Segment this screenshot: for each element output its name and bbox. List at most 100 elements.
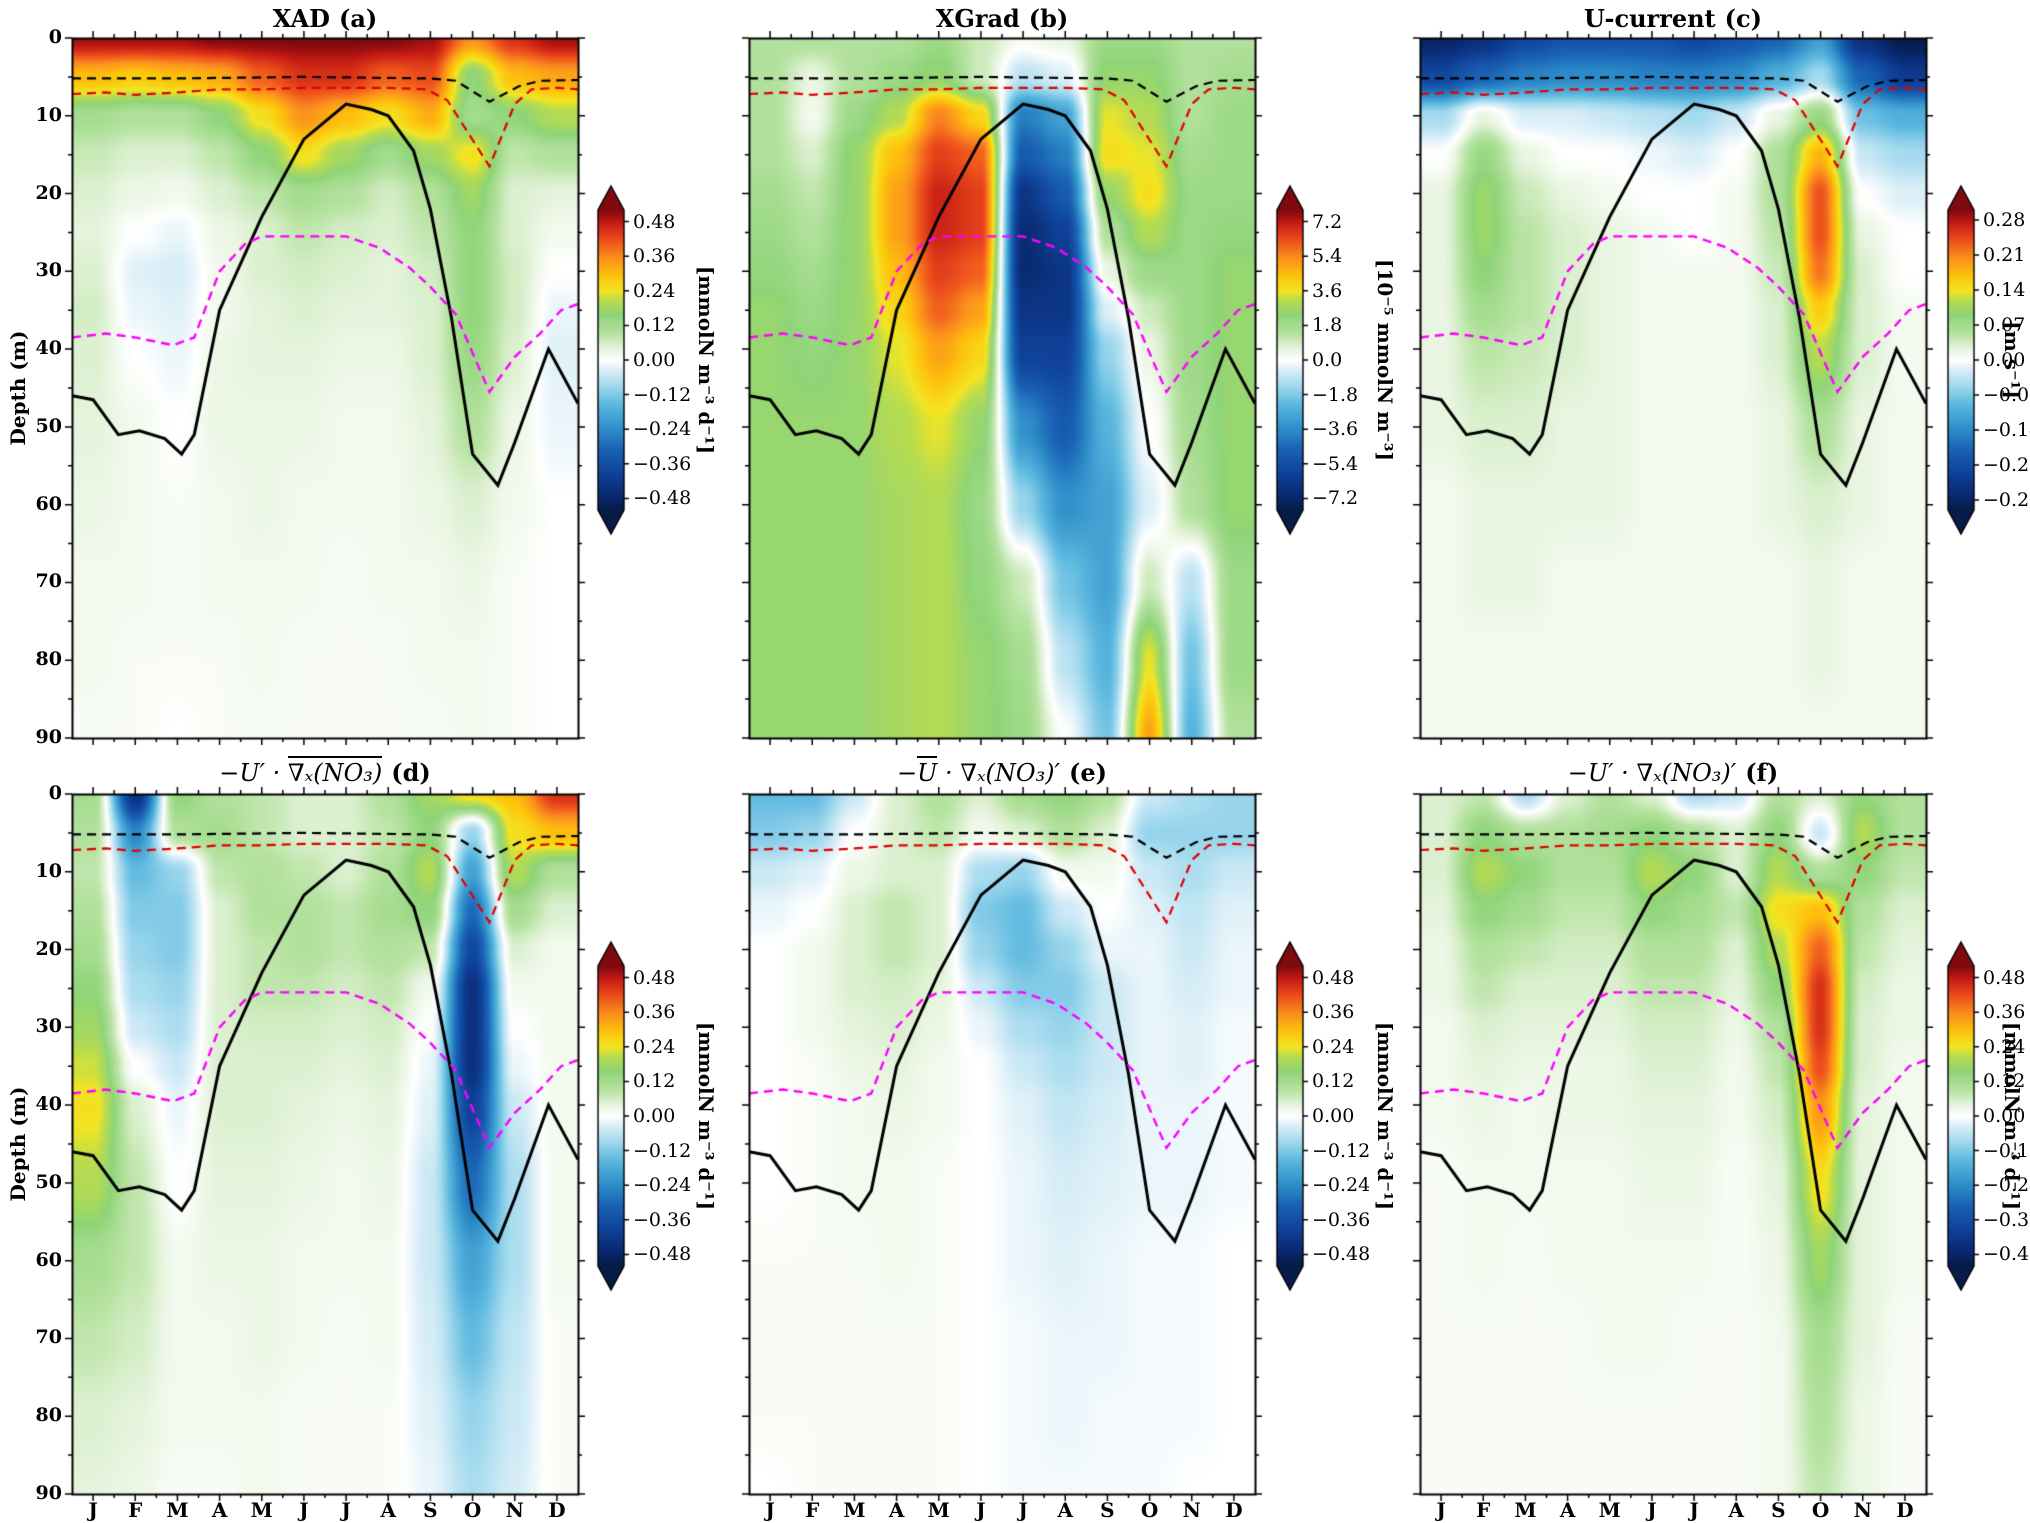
colorbar-tick-label: −0.28 [1983, 489, 2030, 511]
colorbar-tick-label: 0.00 [1983, 349, 2026, 371]
colorbar-tick-label: −0.12 [633, 1139, 692, 1162]
colorbar-tick-label: 7.2 [1312, 210, 1343, 233]
y-tick-label: 10 [35, 103, 62, 126]
colorbar-tick-label: 0.48 [633, 210, 676, 233]
colorbar-tick-label: −0.48 [633, 1243, 692, 1266]
y-tick-label: 20 [35, 181, 62, 204]
y-tick-label: 80 [35, 648, 62, 671]
y-tick-label: 90 [35, 1482, 62, 1504]
colorbar-tick-label: −0.36 [1983, 1208, 2030, 1231]
y-tick-label: 30 [35, 259, 62, 282]
month-label: M [927, 1498, 950, 1522]
colorbar-tick-label: 1.8 [1312, 314, 1343, 337]
colorbar-tick-label: −0.12 [1312, 1139, 1371, 1162]
colorbar-tick-label: 0.14 [1983, 279, 2026, 301]
month-label: A [1057, 1498, 1074, 1522]
month-label: A [380, 1498, 397, 1522]
colorbar-tick-label: −0.24 [633, 1174, 692, 1197]
y-tick-label: 70 [35, 1326, 62, 1349]
y-tick-label: 70 [35, 570, 62, 593]
colorbar-tick-label: 5.4 [1312, 245, 1343, 268]
month-label: O [1140, 1498, 1159, 1522]
colorbar-tick-label: −3.6 [1312, 418, 1359, 441]
colorbar-tick-label: −0.36 [1312, 1208, 1371, 1231]
month-label: N [505, 1498, 524, 1522]
month-label: J [1647, 1498, 1657, 1522]
panel-f-title: −U′ · ∇ₓ(NO₃)′ (f) [1567, 758, 1779, 787]
colorbar-tick-label: −0.24 [1312, 1174, 1371, 1197]
colorbar-tick-label: −0.07 [1983, 384, 2030, 406]
month-label: A [211, 1498, 228, 1522]
colorbar-tick-label: −0.12 [1983, 1139, 2030, 1162]
colorbar-tick-label: 0.00 [1312, 1105, 1355, 1127]
colorbar-tick-label: −0.24 [633, 418, 692, 441]
y-tick-label: 90 [35, 726, 62, 748]
month-label: J [976, 1498, 986, 1522]
y-tick-label: 10 [35, 859, 62, 882]
y-tick-label: 30 [35, 1015, 62, 1038]
panel-d-title: −U′ · ∇ₓ(NO₃) (d) [219, 756, 431, 787]
colorbar-tick-label: 0.36 [1312, 1001, 1355, 1024]
colorbar-tick-label: 0.00 [633, 349, 676, 371]
colorbar-tick-label: −0.48 [1312, 1243, 1371, 1266]
colorbar-tick-label: 0.24 [633, 1035, 676, 1058]
colorbar-tick-label: −1.8 [1312, 383, 1359, 406]
colorbar-tick-label: 0.24 [1983, 1035, 2026, 1058]
month-label: M [250, 1498, 273, 1522]
month-label: A [1559, 1498, 1576, 1522]
month-label: J [1436, 1498, 1446, 1522]
month-label: A [1728, 1498, 1745, 1522]
y-tick-label: 80 [35, 1404, 62, 1427]
colorbar-tick-label: 0.21 [1983, 244, 2026, 266]
colorbar-tick-label: −0.24 [1983, 1174, 2030, 1197]
colorbar-tick-label: 0.00 [1983, 1105, 2026, 1127]
month-label: O [463, 1498, 482, 1522]
month-label: S [1100, 1498, 1115, 1522]
month-label: M [166, 1498, 189, 1522]
month-label: J [1018, 1498, 1028, 1522]
colorbar-tick-label: 0.48 [1312, 966, 1355, 989]
panel-a-title: XAD (a) [272, 4, 378, 33]
colorbar-tick-label: −7.2 [1312, 487, 1359, 510]
colorbar-tick-label: 0.07 [1983, 314, 2026, 336]
colorbar-tick-label: 0.12 [633, 314, 676, 337]
colorbar-tick-label: 0.24 [1312, 1035, 1355, 1058]
colorbar-tick-label: 0.28 [1983, 209, 2026, 231]
colorbar-tick-label: −0.36 [633, 452, 692, 475]
colorbar-tick-label: 0.0 [1312, 349, 1343, 371]
y-tick-label: 60 [35, 492, 62, 515]
colorbar-tick-label: 0.12 [1312, 1070, 1355, 1093]
month-label: O [1811, 1498, 1830, 1522]
y-tick-label: 60 [35, 1248, 62, 1271]
y-tick-label: 0 [48, 782, 62, 804]
y-tick-label: 0 [48, 26, 62, 48]
colorbar-tick-label: 0.00 [633, 1105, 676, 1127]
month-label: F [805, 1498, 820, 1522]
colorbar-tick-label: −0.14 [1983, 419, 2030, 441]
month-label: S [1771, 1498, 1786, 1522]
month-label: M [1514, 1498, 1537, 1522]
month-label: J [88, 1498, 98, 1522]
month-label: M [1598, 1498, 1621, 1522]
colorbar-tick-label: 0.36 [633, 1001, 676, 1024]
month-label: S [423, 1498, 438, 1522]
colorbar-tick-label: −0.21 [1983, 454, 2030, 476]
colorbar-tick-label: −0.48 [633, 487, 692, 510]
month-label: D [548, 1498, 566, 1522]
y-tick-label: 50 [35, 1170, 62, 1193]
month-label: J [341, 1498, 351, 1522]
y-tick-label: 20 [35, 937, 62, 960]
month-label: J [299, 1498, 309, 1522]
colorbar-tick-label: −0.36 [633, 1208, 692, 1231]
colorbar-tick-label: −0.12 [633, 383, 692, 406]
colorbar-tick-label: 0.12 [1983, 1070, 2026, 1093]
colorbar-tick-label: 0.12 [633, 1070, 676, 1093]
month-label: J [1689, 1498, 1699, 1522]
y-tick-label: 40 [35, 337, 62, 360]
colorbar-tick-label: 0.36 [633, 245, 676, 268]
colorbar-tick-label: −0.48 [1983, 1243, 2030, 1266]
panel-e-title: −U · ∇ₓ(NO₃)′ (e) [897, 756, 1107, 787]
y-tick-label: 40 [35, 1093, 62, 1116]
